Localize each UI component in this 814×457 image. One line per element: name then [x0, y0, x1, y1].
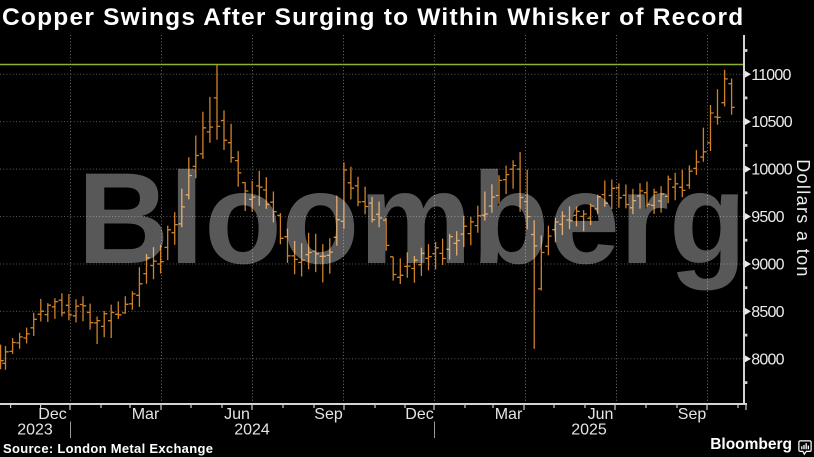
svg-text:8000: 8000	[751, 351, 784, 368]
svg-text:9500: 9500	[751, 209, 784, 226]
svg-text:Dec: Dec	[38, 406, 66, 423]
svg-text:Dec: Dec	[405, 406, 433, 423]
svg-text:2025: 2025	[571, 422, 607, 439]
svg-text:9000: 9000	[751, 257, 784, 274]
svg-text:Mar: Mar	[495, 406, 523, 423]
svg-text:Dollars a ton: Dollars a ton	[793, 159, 813, 278]
svg-text:2024: 2024	[234, 422, 270, 439]
svg-text:Jun: Jun	[588, 406, 614, 423]
svg-text:Jun: Jun	[224, 406, 250, 423]
svg-text:Sep: Sep	[678, 406, 707, 423]
svg-text:Sep: Sep	[314, 406, 343, 423]
svg-text:11000: 11000	[751, 67, 791, 84]
svg-text:8500: 8500	[751, 304, 784, 321]
svg-text:2023: 2023	[17, 422, 53, 439]
svg-text:Bloomberg: Bloomberg	[78, 147, 747, 292]
svg-text:10500: 10500	[751, 114, 792, 131]
svg-text:10000: 10000	[751, 162, 792, 179]
svg-text:Mar: Mar	[132, 406, 160, 423]
